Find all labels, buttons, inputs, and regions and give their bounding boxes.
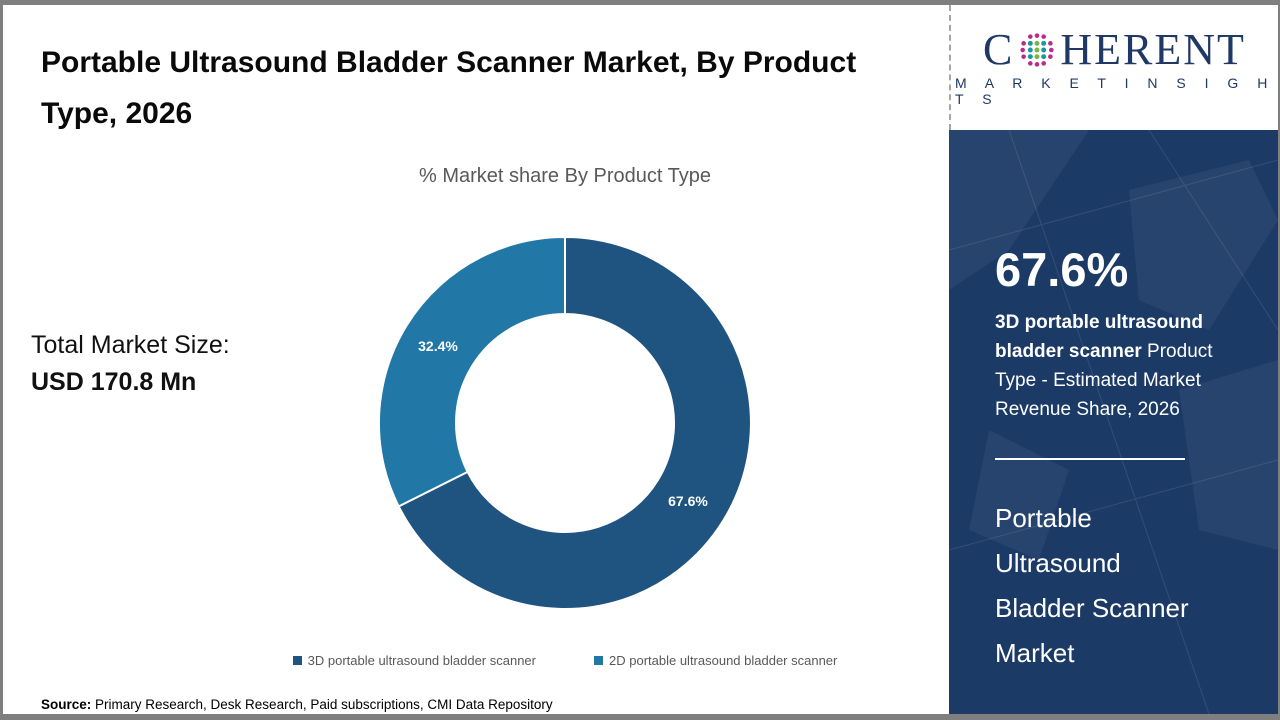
slice-label-2d: 32.4%: [418, 338, 458, 354]
page-title: Portable Ultrasound Bladder Scanner Mark…: [41, 46, 857, 130]
legend-label-3d: 3D portable ultrasound bladder scanner: [307, 653, 536, 668]
sidebar-stat-description-bold: 3D portable ultrasound bladder scanner: [995, 312, 1203, 362]
total-market-size-value: USD 170.8 Mn: [31, 368, 197, 396]
sidebar-divider: [995, 458, 1185, 460]
legend-label-2d: 2D portable ultrasound bladder scanner: [609, 653, 838, 668]
chart-legend: 3D portable ultrasound bladder scanner 2…: [235, 653, 895, 668]
donut-chart-svg: [377, 236, 752, 610]
legend-item-2d: 2D portable ultrasound bladder scanner: [594, 653, 837, 668]
source-label: Source:: [41, 697, 92, 712]
brand-name-rest: HERENT: [1060, 25, 1246, 74]
chart-subtitle: % Market share By Product Type: [419, 165, 711, 187]
total-market-size-label: Total Market Size:: [31, 331, 230, 359]
sidebar-market-name: Portable Ultrasound Bladder Scanner Mark…: [995, 503, 1189, 668]
total-market-size-block: Total Market Size: USD 170.8 Mn: [31, 331, 230, 397]
donut-slice-3d: [397, 236, 752, 610]
source-text: Primary Research, Desk Research, Paid su…: [91, 697, 553, 712]
brand-logo-wordmark: C HERENT: [983, 28, 1246, 72]
brand-letter-c: C: [983, 25, 1015, 74]
highlight-sidebar: 67.6% 3D portable ultrasound bladder sca…: [949, 130, 1278, 714]
source-note: Source: Primary Research, Desk Research,…: [41, 697, 553, 712]
legend-swatch-3d: [292, 656, 302, 665]
globe-dots-icon: [1020, 33, 1055, 67]
donut-chart: 32.4% 67.6%: [365, 223, 765, 623]
sidebar-stat-description: 3D portable ultrasound bladder scanner P…: [995, 308, 1241, 424]
legend-swatch-2d: [594, 656, 603, 665]
sidebar-stat-description-rest: Product Type - Estimated Market Revenue …: [995, 341, 1213, 420]
donut-slice-2d: [377, 236, 566, 508]
brand-logo: C HERENT M A R K E T I N S I G H T S: [949, 5, 1278, 130]
sidebar-stat-value: 67.6%: [995, 243, 1129, 296]
legend-item-3d: 3D portable ultrasound bladder scanner: [292, 653, 536, 668]
brand-tagline: M A R K E T I N S I G H T S: [955, 75, 1275, 107]
slice-label-3d: 67.6%: [668, 493, 708, 509]
